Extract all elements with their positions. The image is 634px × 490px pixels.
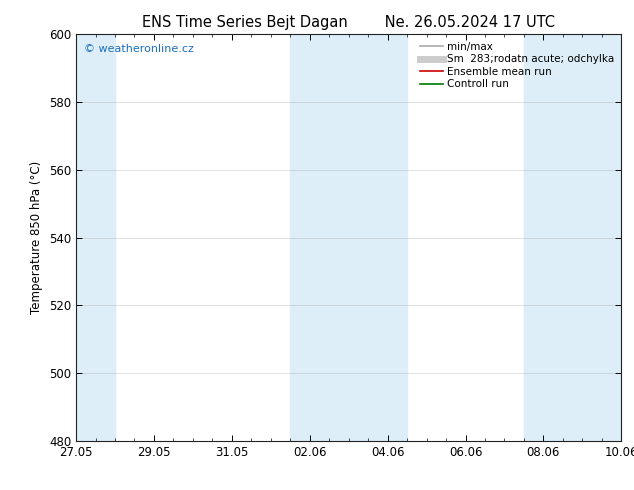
- Legend: min/max, Sm  283;rodatn acute; odchylka, Ensemble mean run, Controll run: min/max, Sm 283;rodatn acute; odchylka, …: [418, 40, 616, 92]
- Bar: [524, 34, 634, 441]
- Y-axis label: Temperature 850 hPa (°C): Temperature 850 hPa (°C): [30, 161, 43, 314]
- Text: © weatheronline.cz: © weatheronline.cz: [84, 45, 194, 54]
- Bar: [290, 34, 407, 441]
- Bar: [56, 34, 115, 441]
- Title: ENS Time Series Bejt Dagan        Ne. 26.05.2024 17 UTC: ENS Time Series Bejt Dagan Ne. 26.05.202…: [142, 15, 555, 30]
